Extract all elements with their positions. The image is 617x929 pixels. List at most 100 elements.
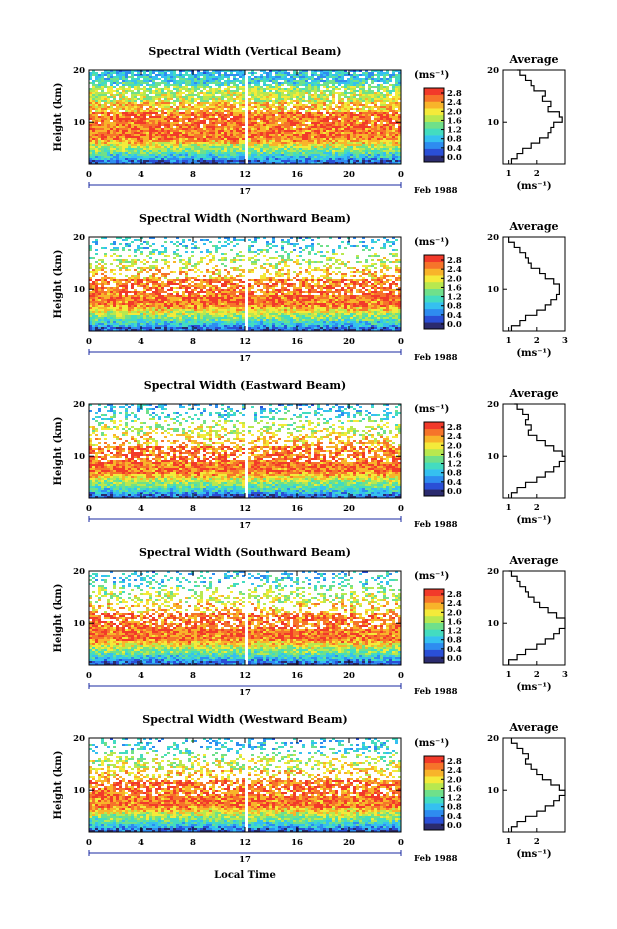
- heatmap-cell: [272, 142, 275, 144]
- heatmap-cell: [98, 104, 101, 106]
- heatmap-cell: [110, 263, 113, 265]
- heatmap-cell: [107, 80, 110, 82]
- heatmap-cell: [152, 136, 155, 138]
- heatmap-cell: [152, 98, 155, 100]
- heatmap-cell: [311, 162, 314, 164]
- heatmap-cell: [344, 70, 347, 72]
- heatmap-cell: [125, 88, 128, 90]
- heatmap-cell: [221, 146, 224, 148]
- heatmap-cell: [101, 116, 104, 118]
- heatmap-cell: [278, 102, 281, 104]
- heatmap-cell: [173, 162, 176, 164]
- heatmap-cell: [104, 124, 107, 126]
- heatmap-cell: [176, 88, 179, 90]
- heatmap-cell: [200, 138, 203, 140]
- heatmap-cell: [314, 96, 317, 98]
- heatmap-cell: [233, 80, 236, 82]
- heatmap-cell: [353, 152, 356, 154]
- heatmap-cell: [194, 120, 197, 122]
- heatmap-cell: [221, 253, 224, 255]
- heatmap-cell: [395, 70, 398, 72]
- heatmap-cell: [227, 136, 230, 138]
- heatmap-cell: [332, 124, 335, 126]
- heatmap-cell: [212, 94, 215, 96]
- date-day-label: 17: [239, 187, 251, 197]
- heatmap-cell: [122, 112, 125, 114]
- heatmap-cell: [95, 84, 98, 86]
- heatmap-cell: [107, 100, 110, 102]
- heatmap-cell: [119, 158, 122, 160]
- heatmap-cell: [323, 162, 326, 164]
- heatmap-cell: [299, 130, 302, 132]
- heatmap-cell: [254, 94, 257, 96]
- heatmap-cell: [266, 162, 269, 164]
- heatmap-cell: [179, 134, 182, 136]
- heatmap-cell: [185, 90, 188, 92]
- heatmap-cell: [218, 90, 221, 92]
- heatmap-cell: [149, 90, 152, 92]
- heatmap-cell: [287, 74, 290, 76]
- heatmap-cell: [359, 98, 362, 100]
- heatmap-cell: [380, 110, 383, 112]
- heatmap-cell: [254, 106, 257, 108]
- heatmap-cell: [233, 162, 236, 164]
- heatmap-cell: [158, 126, 161, 128]
- heatmap-cell: [188, 108, 191, 110]
- heatmap-cell: [161, 134, 164, 136]
- heatmap-cell: [176, 148, 179, 150]
- heatmap-cell: [227, 102, 230, 104]
- heatmap-cell: [308, 253, 311, 255]
- heatmap-cell: [383, 247, 386, 249]
- heatmap-cell: [386, 128, 389, 130]
- heatmap-cell: [299, 90, 302, 92]
- heatmap-cell: [95, 100, 98, 102]
- heatmap-cell: [167, 132, 170, 134]
- heatmap-cell: [212, 152, 215, 154]
- heatmap-cell: [287, 162, 290, 164]
- heatmap-cell: [143, 98, 146, 100]
- heatmap-cell: [302, 104, 305, 106]
- heatmap-cell: [137, 72, 140, 74]
- heatmap-cell: [269, 84, 272, 86]
- heatmap-cell: [185, 70, 188, 72]
- heatmap-cell: [155, 158, 158, 160]
- heatmap-cell: [188, 140, 191, 142]
- heatmap-cell: [161, 140, 164, 142]
- heatmap-cell: [224, 80, 227, 82]
- heatmap-cell: [218, 98, 221, 100]
- heatmap-cell: [386, 134, 389, 136]
- heatmap-cell: [302, 162, 305, 164]
- heatmap-cell: [299, 116, 302, 118]
- heatmap-cell: [92, 134, 95, 136]
- heatmap-cell: [212, 76, 215, 78]
- heatmap-cell: [326, 70, 329, 72]
- heatmap-cell: [248, 259, 251, 261]
- heatmap-cell: [248, 112, 251, 114]
- heatmap-cell: [374, 120, 377, 122]
- heatmap-cell: [290, 108, 293, 110]
- heatmap-cell: [290, 243, 293, 245]
- heatmap-cell: [218, 259, 221, 261]
- heatmap-cell: [233, 130, 236, 132]
- heatmap-cell: [374, 160, 377, 162]
- heatmap-cell: [143, 154, 146, 156]
- heatmap-cell: [350, 122, 353, 124]
- heatmap-cell: [341, 156, 344, 158]
- heatmap-cell: [368, 148, 371, 150]
- heatmap-cell: [326, 148, 329, 150]
- heatmap-cell: [398, 118, 401, 120]
- heatmap-cell: [317, 144, 320, 146]
- heatmap-cell: [89, 90, 92, 92]
- heatmap-cell: [239, 134, 242, 136]
- heatmap-cell: [95, 126, 98, 128]
- heatmap-cell: [158, 132, 161, 134]
- heatmap-cell: [101, 112, 104, 114]
- heatmap-cell: [131, 160, 134, 162]
- heatmap-cell: [134, 154, 137, 156]
- heatmap-cell: [308, 138, 311, 140]
- heatmap-cell: [326, 104, 329, 106]
- heatmap-cell: [212, 150, 215, 152]
- heatmap-cell: [275, 130, 278, 132]
- heatmap-cell: [242, 150, 245, 152]
- heatmap-cell: [197, 120, 200, 122]
